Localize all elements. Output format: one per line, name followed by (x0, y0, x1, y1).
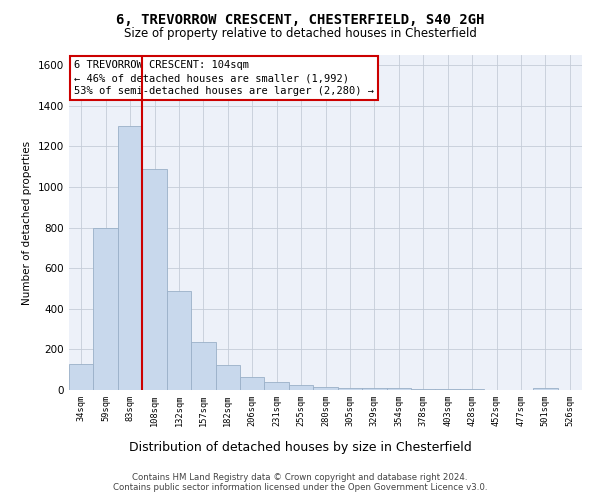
Bar (94, 228, 118, 390)
Bar (436, 389, 460, 390)
Bar (533, 388, 557, 390)
Bar (289, 385, 313, 390)
Bar (411, 389, 436, 390)
Text: Contains HM Land Registry data © Crown copyright and database right 2024.
Contai: Contains HM Land Registry data © Crown c… (113, 473, 487, 492)
Bar (167, 290, 191, 390)
Y-axis label: Number of detached properties: Number of detached properties (22, 140, 32, 304)
Text: 6 TREVORROW CRESCENT: 104sqm
← 46% of detached houses are smaller (1,992)
53% of: 6 TREVORROW CRESCENT: 104sqm ← 46% of de… (74, 60, 374, 96)
Bar (142, 168, 167, 390)
Bar (362, 388, 386, 390)
Bar (191, 342, 215, 390)
Bar (240, 377, 265, 390)
Bar (386, 388, 411, 390)
Bar (460, 389, 484, 390)
Text: Distribution of detached houses by size in Chesterfield: Distribution of detached houses by size … (128, 441, 472, 454)
Text: 6, TREVORROW CRESCENT, CHESTERFIELD, S40 2GH: 6, TREVORROW CRESCENT, CHESTERFIELD, S40… (116, 12, 484, 26)
Bar (118, 126, 142, 390)
Bar (265, 382, 289, 390)
Bar (338, 388, 362, 390)
Bar (69, 364, 94, 390)
Text: Size of property relative to detached houses in Chesterfield: Size of property relative to detached ho… (124, 28, 476, 40)
Bar (313, 387, 338, 390)
Bar (215, 364, 240, 390)
